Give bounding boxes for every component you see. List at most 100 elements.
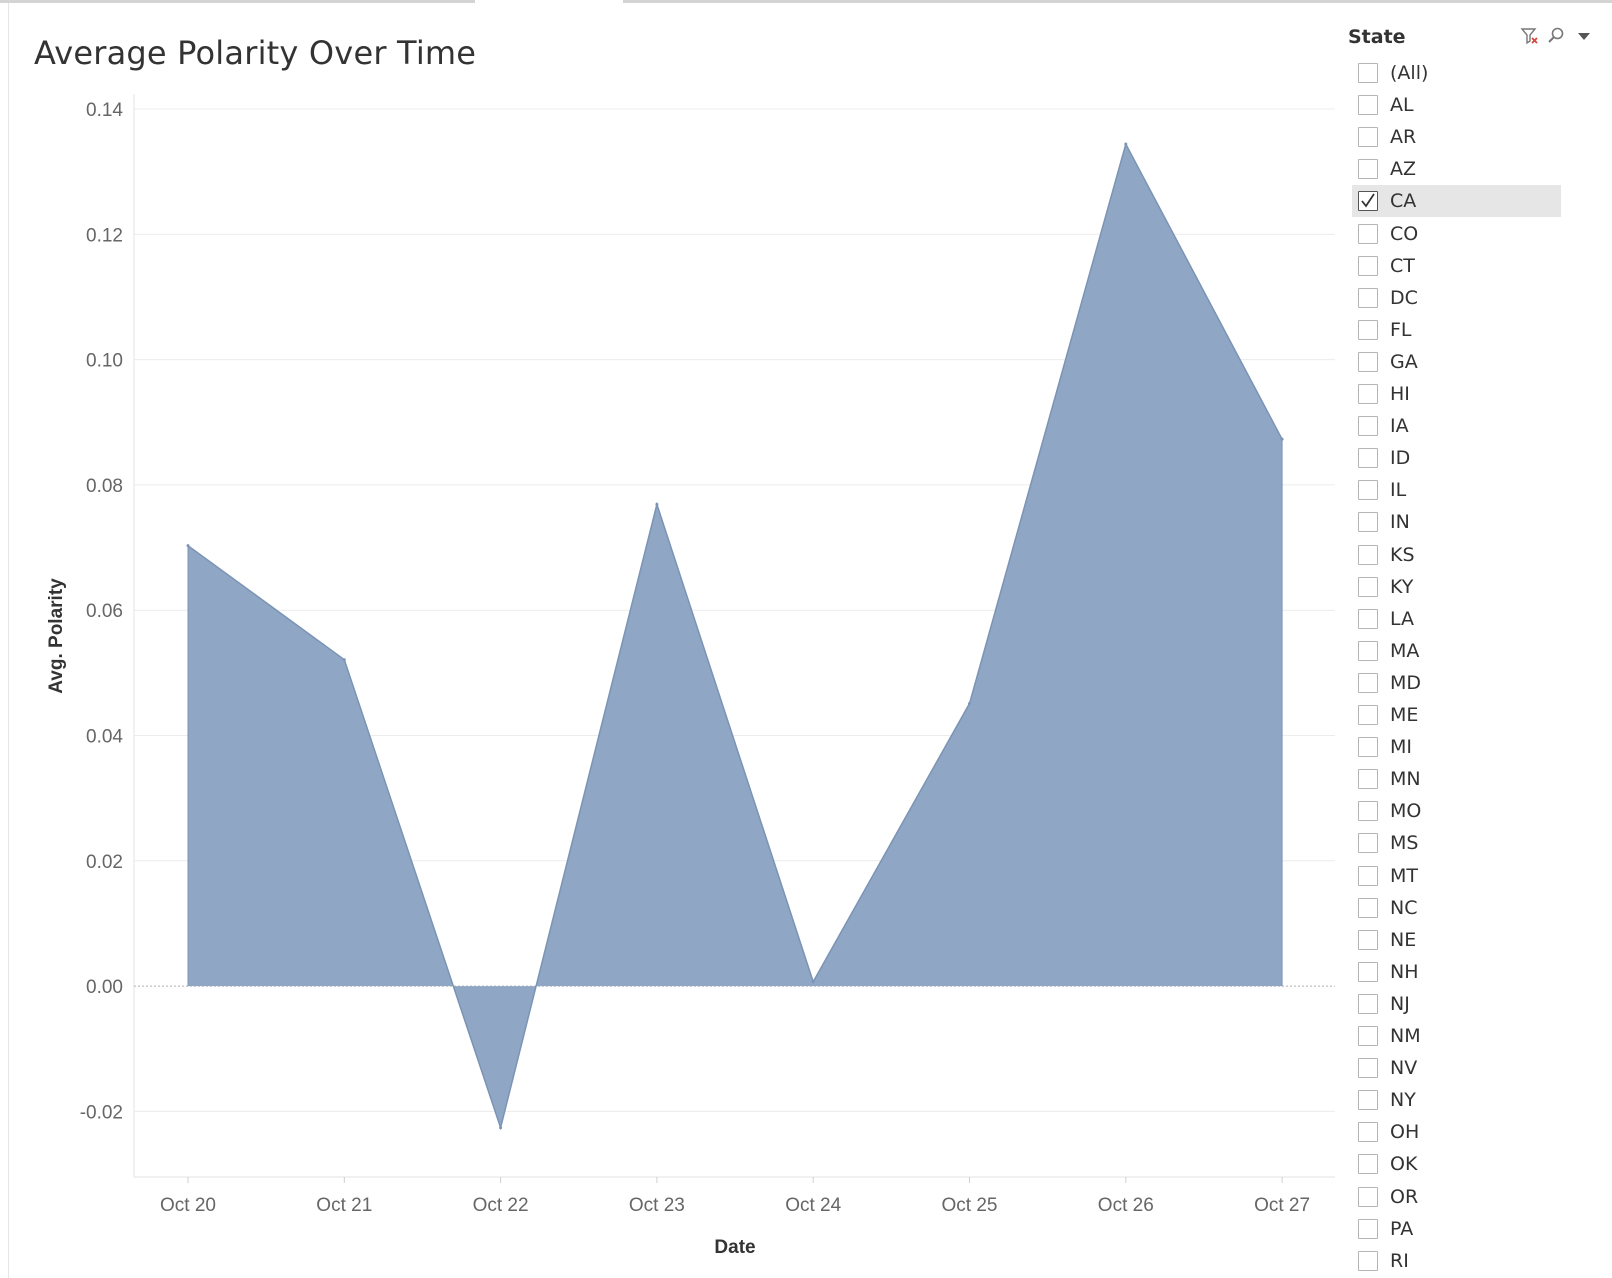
- filter-item[interactable]: ID: [1352, 442, 1561, 474]
- filter-item[interactable]: ME: [1352, 699, 1561, 731]
- filter-item[interactable]: (All): [1352, 57, 1561, 89]
- filter-item-label: KS: [1390, 543, 1415, 566]
- checkbox-checked[interactable]: [1358, 191, 1378, 212]
- filter-item[interactable]: MA: [1352, 635, 1561, 667]
- filter-item[interactable]: CA: [1352, 185, 1561, 218]
- filter-item-label: ID: [1390, 447, 1411, 470]
- filter-item[interactable]: IN: [1352, 506, 1561, 538]
- filter-item[interactable]: AZ: [1352, 153, 1561, 185]
- checkbox[interactable]: [1358, 1058, 1378, 1079]
- filter-item[interactable]: CO: [1352, 218, 1561, 250]
- checkbox[interactable]: [1358, 672, 1378, 693]
- checkbox[interactable]: [1358, 865, 1378, 886]
- filter-item[interactable]: IA: [1352, 410, 1561, 442]
- filter-item[interactable]: OK: [1352, 1148, 1561, 1180]
- series-area: [188, 144, 1283, 1128]
- checkbox[interactable]: [1358, 223, 1378, 244]
- filter-item[interactable]: KS: [1352, 539, 1561, 571]
- checkbox[interactable]: [1358, 769, 1378, 790]
- checkbox[interactable]: [1358, 416, 1378, 437]
- filter-item[interactable]: RI: [1352, 1245, 1561, 1277]
- filter-item[interactable]: NJ: [1352, 988, 1561, 1020]
- filter-item[interactable]: GA: [1352, 346, 1561, 378]
- clear-filter-icon[interactable]: [1520, 26, 1540, 46]
- filter-item[interactable]: MS: [1352, 827, 1561, 859]
- checkbox[interactable]: [1358, 1250, 1378, 1271]
- filter-item[interactable]: IL: [1352, 474, 1561, 506]
- filter-item-label: OR: [1390, 1185, 1419, 1208]
- filter-item[interactable]: NV: [1352, 1052, 1561, 1084]
- y-axis-title: Avg. Polarity: [46, 578, 67, 694]
- checkbox[interactable]: [1358, 737, 1378, 758]
- checkbox[interactable]: [1358, 319, 1378, 340]
- checkbox[interactable]: [1358, 1026, 1378, 1046]
- filter-item-label: NV: [1390, 1057, 1418, 1080]
- checkbox[interactable]: [1358, 961, 1378, 982]
- checkbox[interactable]: [1358, 255, 1378, 276]
- filter-item[interactable]: FL: [1352, 314, 1561, 346]
- checkbox[interactable]: [1358, 1122, 1378, 1143]
- checkbox[interactable]: [1358, 512, 1378, 533]
- filter-item[interactable]: PA: [1352, 1213, 1561, 1245]
- top-tab-strip: [0, 0, 1612, 3]
- data-point: [968, 702, 971, 706]
- checkbox[interactable]: [1358, 929, 1378, 950]
- filter-item-label: MT: [1390, 864, 1418, 887]
- filter-item-label: HI: [1390, 383, 1410, 405]
- checkbox[interactable]: [1358, 384, 1378, 404]
- x-tick-label: Oct 23: [629, 1195, 685, 1216]
- filter-item[interactable]: LA: [1352, 603, 1561, 635]
- filter-item[interactable]: AL: [1352, 89, 1561, 121]
- checkbox[interactable]: [1358, 576, 1378, 597]
- filter-item[interactable]: MO: [1352, 795, 1561, 827]
- checkbox[interactable]: [1358, 159, 1378, 180]
- filter-item[interactable]: NM: [1352, 1020, 1561, 1052]
- data-point: [342, 658, 346, 662]
- filter-item[interactable]: MT: [1352, 860, 1561, 892]
- checkbox[interactable]: [1358, 833, 1378, 854]
- x-tick-label: Oct 21: [316, 1195, 372, 1216]
- data-point: [655, 502, 659, 506]
- filter-item[interactable]: NE: [1352, 924, 1561, 956]
- checkbox[interactable]: [1358, 1186, 1378, 1207]
- data-point: [186, 544, 190, 548]
- filter-item[interactable]: CT: [1352, 250, 1561, 282]
- checkbox[interactable]: [1358, 95, 1378, 116]
- filter-item[interactable]: DC: [1352, 282, 1561, 314]
- filter-item-label: NE: [1390, 928, 1417, 951]
- y-tick-label: 0.02: [86, 852, 123, 873]
- checkbox[interactable]: [1358, 127, 1378, 148]
- search-icon[interactable]: [1546, 26, 1566, 46]
- filter-item[interactable]: MD: [1352, 667, 1561, 699]
- checkbox[interactable]: [1358, 1154, 1378, 1175]
- checkbox[interactable]: [1358, 1218, 1378, 1239]
- filter-item-label: NJ: [1390, 992, 1410, 1015]
- checkbox[interactable]: [1358, 608, 1378, 629]
- checkbox[interactable]: [1358, 1090, 1378, 1111]
- checkbox[interactable]: [1358, 480, 1378, 501]
- filter-item[interactable]: MN: [1352, 763, 1561, 795]
- checkbox[interactable]: [1358, 287, 1378, 308]
- checkbox[interactable]: [1358, 897, 1378, 918]
- checkbox[interactable]: [1358, 993, 1378, 1014]
- filter-item[interactable]: OR: [1352, 1181, 1561, 1213]
- filter-item[interactable]: KY: [1352, 571, 1561, 603]
- dropdown-menu-icon[interactable]: [1574, 26, 1594, 46]
- checkbox[interactable]: [1358, 544, 1378, 565]
- checkbox[interactable]: [1358, 351, 1378, 372]
- checkbox[interactable]: [1358, 63, 1378, 83]
- checkbox[interactable]: [1358, 801, 1378, 822]
- filter-item[interactable]: AR: [1352, 121, 1561, 153]
- x-tick-label: Oct 20: [160, 1195, 216, 1216]
- filter-item-label: IL: [1390, 479, 1407, 502]
- filter-item-label: AR: [1390, 126, 1417, 149]
- checkbox[interactable]: [1358, 640, 1378, 661]
- filter-item[interactable]: OH: [1352, 1116, 1561, 1148]
- checkbox[interactable]: [1358, 705, 1378, 725]
- filter-item[interactable]: NY: [1352, 1084, 1561, 1116]
- filter-item[interactable]: NH: [1352, 956, 1561, 988]
- checkbox[interactable]: [1358, 448, 1378, 469]
- filter-item[interactable]: NC: [1352, 892, 1561, 924]
- filter-item[interactable]: HI: [1352, 378, 1561, 410]
- filter-item[interactable]: MI: [1352, 731, 1561, 763]
